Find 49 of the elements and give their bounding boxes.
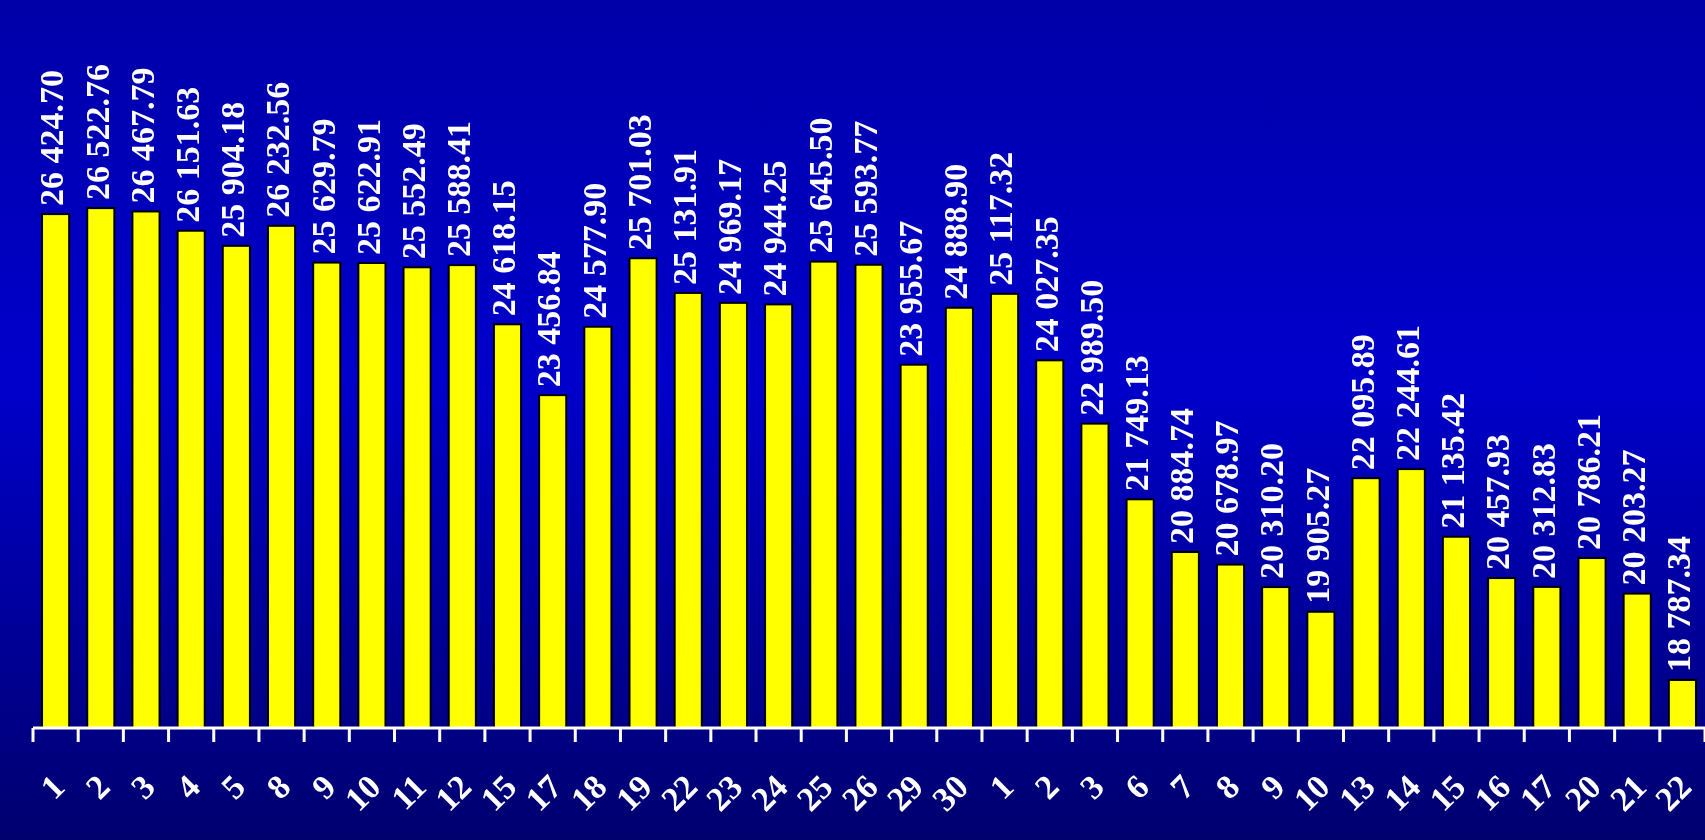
data-label: 21 749.13: [1117, 355, 1155, 492]
x-tick-label: 3: [1072, 767, 1111, 806]
x-tick-label: 3: [123, 767, 162, 806]
data-label: 25 117.32: [982, 151, 1020, 286]
data-label: 26 424.70: [33, 70, 71, 207]
data-label: 20 786.21: [1569, 414, 1607, 551]
data-label: 24 618.15: [485, 180, 523, 317]
data-label: 25 701.03: [620, 114, 658, 251]
data-label: 18 787.34: [1660, 535, 1698, 672]
x-tick-label: 8: [1208, 767, 1247, 806]
data-label: 25 593.77: [846, 120, 884, 257]
data-label: 25 588.41: [440, 121, 478, 258]
x-tick-label: 1: [982, 767, 1021, 806]
data-label: 22 244.61: [1389, 325, 1427, 462]
data-label: 25 645.50: [801, 117, 839, 254]
x-tick-label: 8: [259, 767, 298, 806]
data-label: 23 955.67: [891, 220, 929, 357]
x-tick-label: 1: [33, 767, 72, 806]
data-label: 24 888.90: [937, 163, 975, 300]
data-label: 24 577.90: [575, 182, 613, 319]
data-label: 24 944.25: [756, 160, 794, 297]
data-label: 19 905.27: [1298, 467, 1336, 604]
data-label: 25 622.91: [349, 119, 387, 255]
data-label: 26 522.76: [78, 64, 116, 201]
data-label: 20 310.20: [1253, 443, 1291, 580]
data-label: 20 457.93: [1479, 434, 1517, 571]
data-label: 20 312.83: [1524, 442, 1562, 579]
data-label: 26 151.63: [168, 86, 206, 223]
data-label: 25 629.79: [304, 118, 342, 255]
data-label: 24 027.35: [1027, 216, 1065, 353]
x-tick-label: 5: [214, 767, 253, 806]
x-tick-label: 7: [1163, 767, 1202, 806]
data-label: 26 467.79: [123, 67, 161, 204]
data-label: 22 989.50: [1072, 279, 1110, 416]
data-label: 25 904.18: [214, 101, 252, 238]
data-label: 25 131.91: [666, 148, 704, 285]
data-label: 26 232.56: [259, 81, 297, 218]
data-label: 25 552.49: [394, 123, 432, 260]
data-label: 20 884.74: [1163, 408, 1201, 545]
x-tick-label: 2: [1027, 767, 1066, 806]
x-tick-label: 6: [1117, 767, 1157, 806]
data-label: 24 969.17: [711, 158, 749, 295]
x-tick-label: 2: [78, 767, 117, 806]
x-tick-label: 4: [168, 767, 208, 806]
data-label: 21 135.42: [1434, 392, 1472, 529]
data-label: 23 456.84: [530, 251, 568, 388]
data-label: 20 678.97: [1208, 420, 1246, 557]
data-label: 22 095.89: [1343, 334, 1381, 471]
data-label: 20 203.27: [1615, 449, 1653, 586]
